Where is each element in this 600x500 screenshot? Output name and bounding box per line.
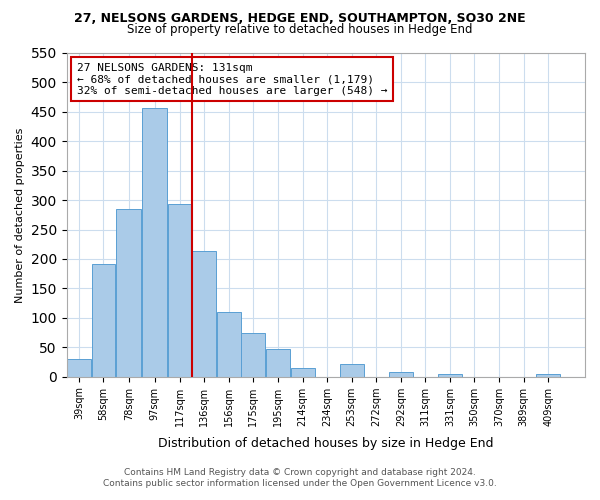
Bar <box>217 312 241 376</box>
Bar <box>67 359 91 376</box>
Y-axis label: Number of detached properties: Number of detached properties <box>15 127 25 302</box>
Bar <box>92 264 115 376</box>
Bar <box>290 368 314 376</box>
Text: 27 NELSONS GARDENS: 131sqm
← 68% of detached houses are smaller (1,179)
32% of s: 27 NELSONS GARDENS: 131sqm ← 68% of deta… <box>77 62 388 96</box>
X-axis label: Distribution of detached houses by size in Hedge End: Distribution of detached houses by size … <box>158 437 494 450</box>
Text: Size of property relative to detached houses in Hedge End: Size of property relative to detached ho… <box>127 22 473 36</box>
Bar <box>438 374 462 376</box>
Bar <box>340 364 364 376</box>
Bar <box>266 349 290 376</box>
Text: Contains HM Land Registry data © Crown copyright and database right 2024.
Contai: Contains HM Land Registry data © Crown c… <box>103 468 497 487</box>
Bar <box>241 333 265 376</box>
Bar <box>193 252 216 376</box>
Bar <box>116 209 142 376</box>
Bar <box>168 204 192 376</box>
Text: 27, NELSONS GARDENS, HEDGE END, SOUTHAMPTON, SO30 2NE: 27, NELSONS GARDENS, HEDGE END, SOUTHAMP… <box>74 12 526 26</box>
Bar <box>389 372 413 376</box>
Bar <box>536 374 560 376</box>
Bar <box>142 108 167 376</box>
